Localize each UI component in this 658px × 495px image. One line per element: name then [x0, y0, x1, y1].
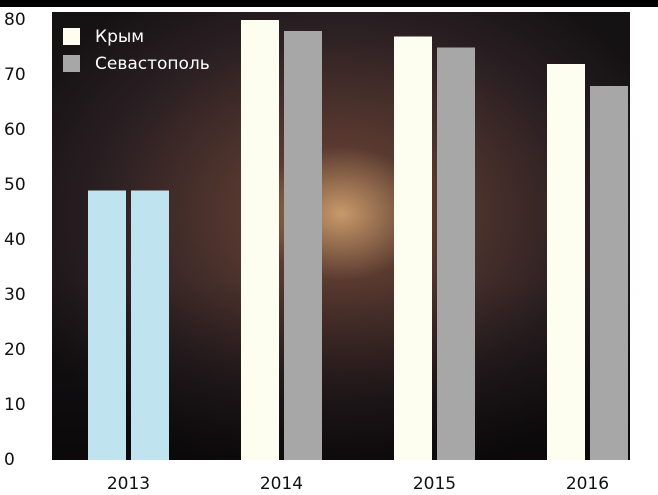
bar: [590, 86, 628, 460]
top-rule: [0, 0, 658, 7]
bar: [284, 31, 322, 460]
legend-swatch: [63, 55, 80, 72]
legend-swatch: [63, 28, 80, 45]
y-tick-label: 80: [4, 10, 26, 30]
x-tick-label: 2016: [566, 474, 609, 494]
bar: [394, 36, 432, 460]
y-tick-label: 30: [4, 285, 26, 305]
bar: [241, 20, 279, 460]
y-tick-label: 70: [4, 65, 26, 85]
x-tick-label: 2013: [107, 474, 150, 494]
x-tick-label: 2014: [260, 474, 303, 494]
bar: [437, 47, 475, 460]
legend-label: Севастополь: [95, 54, 210, 74]
bar: [88, 190, 126, 460]
x-tick-label: 2015: [413, 474, 456, 494]
y-tick-label: 0: [4, 450, 15, 470]
y-tick-label: 60: [4, 120, 26, 140]
y-tick-label: 20: [4, 340, 26, 360]
bar: [131, 190, 169, 460]
y-tick-label: 10: [4, 395, 26, 415]
bar: [547, 64, 585, 460]
y-tick-label: 50: [4, 175, 26, 195]
y-tick-label: 40: [4, 230, 26, 250]
legend-label: Крым: [95, 27, 144, 47]
